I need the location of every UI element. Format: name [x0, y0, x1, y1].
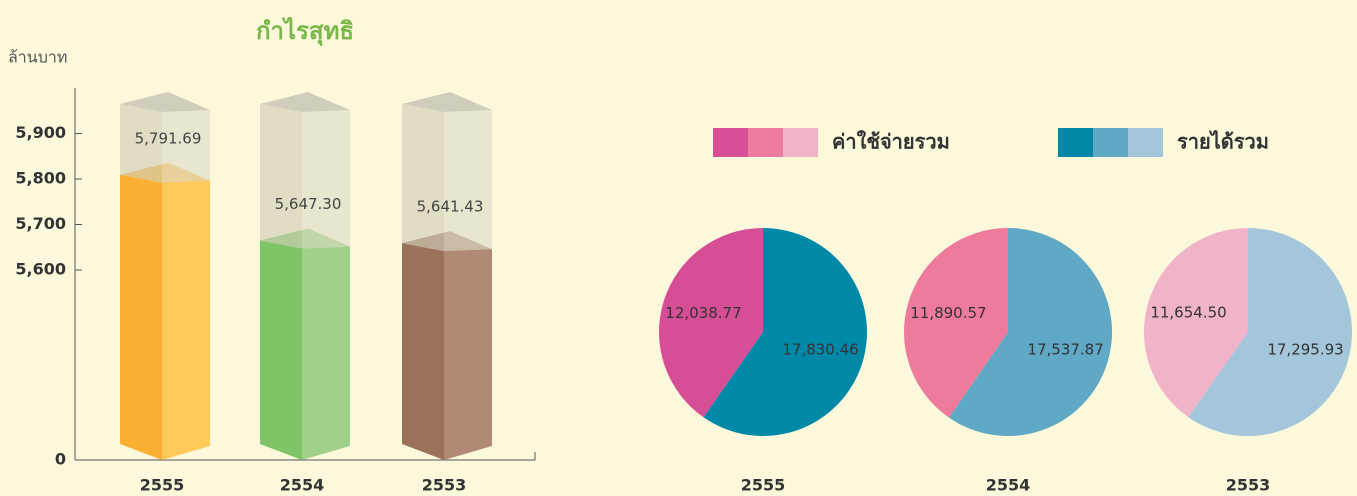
value-label: 17,537.87	[1027, 340, 1103, 358]
y-tick-label: 5,900	[15, 123, 66, 142]
legend-swatch	[1058, 128, 1093, 157]
glass-left	[260, 104, 302, 249]
x-tick-label: 2555	[140, 476, 185, 495]
value-label: 5,647.30	[275, 195, 342, 213]
chart-title: กำไรสุทธิ	[256, 16, 354, 47]
bar-right	[162, 180, 210, 460]
category-label: 2553	[1226, 476, 1271, 495]
x-tick-label: 2553	[422, 476, 467, 495]
category-label: 2555	[741, 476, 786, 495]
pie-slice	[703, 228, 867, 436]
legend-swatch	[713, 128, 748, 157]
glass-left	[402, 104, 444, 252]
pie-slice	[659, 228, 763, 418]
glass-top	[120, 92, 210, 112]
glass-right	[302, 110, 350, 249]
pie-slice	[904, 228, 1008, 418]
value-label: 12,038.77	[665, 304, 741, 322]
glass-right	[444, 110, 492, 252]
category-label: 2554	[986, 476, 1031, 495]
bar-right	[444, 249, 492, 460]
pie-slice	[1143, 228, 1248, 418]
bar-left	[402, 243, 444, 460]
y-tick-label: 5,800	[15, 169, 66, 188]
glass-right	[162, 110, 210, 183]
value-label: 11,654.50	[1150, 304, 1226, 322]
value-label: 17,830.46	[782, 341, 858, 359]
bar-left	[120, 174, 162, 460]
pie-slice	[949, 228, 1112, 436]
y-axis-label: ล้านบาท	[8, 48, 67, 67]
y-tick-label: 5,600	[15, 260, 66, 279]
y-tick-label: 0	[55, 450, 66, 469]
glass-left	[120, 104, 162, 183]
legend-swatch	[1128, 128, 1163, 157]
value-label: 17,295.93	[1267, 341, 1343, 359]
y-tick-label: 5,700	[15, 214, 66, 233]
glass-top	[402, 92, 492, 112]
bar-right	[302, 246, 350, 460]
legend-swatch	[1093, 128, 1128, 157]
bar-left	[260, 240, 302, 460]
legend-label: รายได้รวม	[1177, 130, 1269, 154]
pie-slice	[1188, 228, 1353, 436]
legend-swatch	[783, 128, 818, 157]
glass-top	[260, 92, 350, 112]
x-tick-label: 2554	[280, 476, 325, 495]
legend-label: ค่าใช้จ่ายรวม	[832, 130, 950, 154]
legend-swatch	[748, 128, 783, 157]
value-label: 5,791.69	[135, 129, 202, 147]
value-label: 11,890.57	[910, 304, 986, 322]
value-label: 5,641.43	[417, 198, 484, 216]
